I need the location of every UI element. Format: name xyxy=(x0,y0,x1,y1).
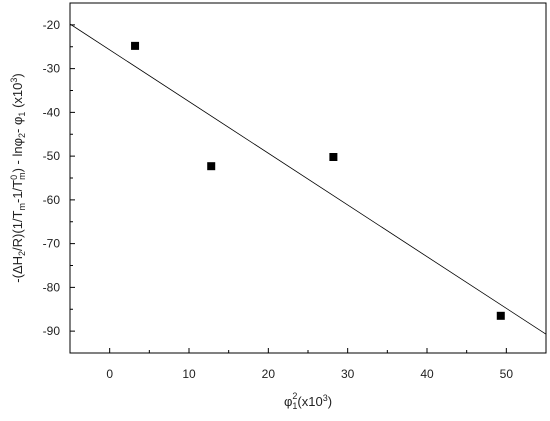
x-axis: 0 10 20 30 40 50 xyxy=(69,348,547,381)
data-point xyxy=(329,153,338,161)
y-tick-label: -70 xyxy=(43,237,61,251)
y-tick-label: -30 xyxy=(43,62,61,76)
y-tick-label: -60 xyxy=(43,193,61,207)
y-tick-label: -90 xyxy=(43,324,61,338)
x-tick-label: 40 xyxy=(420,367,434,381)
data-point xyxy=(496,311,505,320)
y-axis-title: -(ΔH2/R)(1/Tm-1/T0m) - lnφ2- φ1 (x103) xyxy=(9,73,27,282)
plot-frame xyxy=(69,2,547,354)
x-axis-title: φ12(x103) xyxy=(284,391,332,411)
y-tick-label: -20 xyxy=(43,18,61,32)
x-tick-label: 20 xyxy=(262,367,276,381)
y-tick-label: -80 xyxy=(43,280,61,294)
data-point xyxy=(207,162,216,171)
y-axis: -20 -30 -40 -50 -60 -70 -80 -90 xyxy=(43,2,75,354)
x-tick-label: 0 xyxy=(106,367,113,381)
y-tick-label: -50 xyxy=(43,149,61,163)
data-point xyxy=(131,41,140,50)
x-tick-label: 10 xyxy=(182,367,196,381)
data-series xyxy=(69,23,547,335)
x-tick-label: 50 xyxy=(500,367,514,381)
y-tick-label: -40 xyxy=(43,105,61,119)
x-tick-label: 30 xyxy=(341,367,355,381)
fit-line xyxy=(69,23,547,335)
